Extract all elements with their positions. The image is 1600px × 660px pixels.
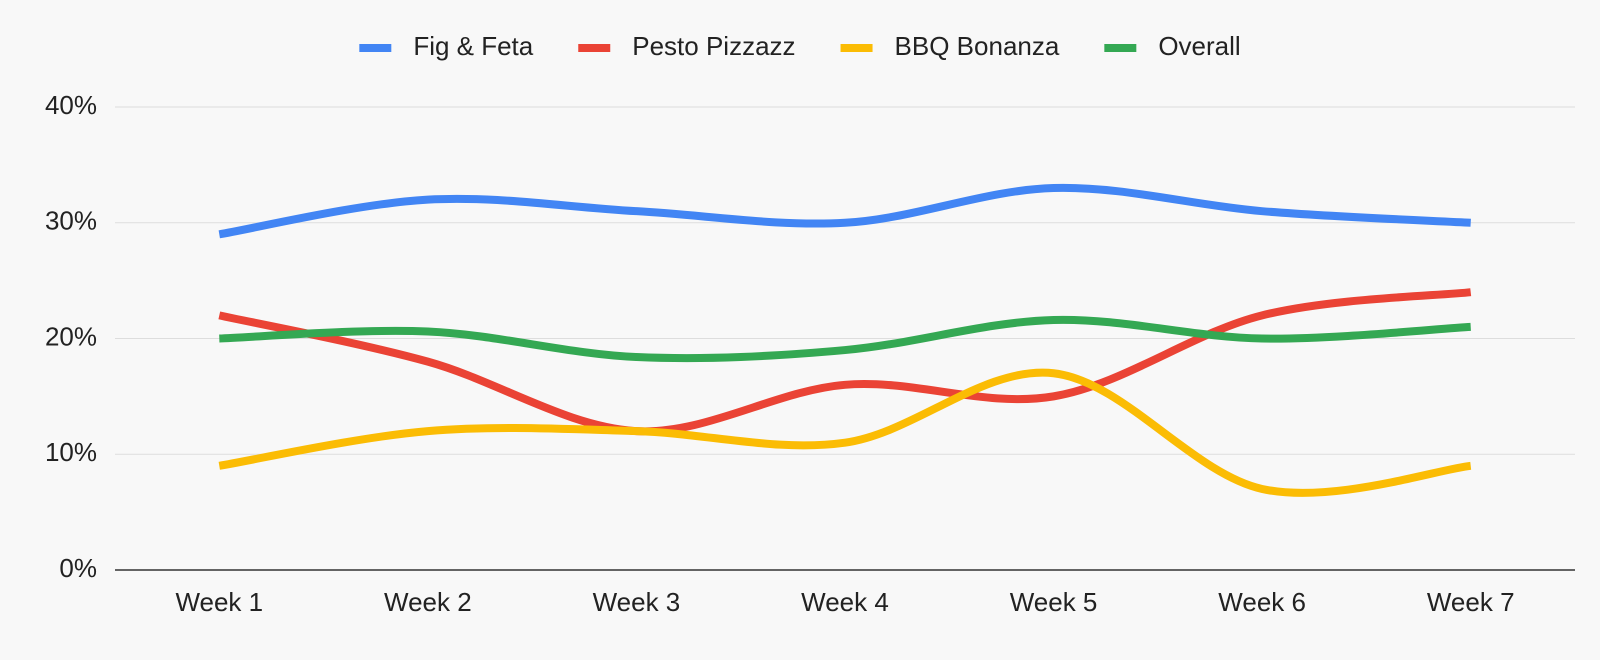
y-tick-label: 20% <box>45 321 97 351</box>
x-tick-label: Week 1 <box>175 587 263 617</box>
y-tick-label: 10% <box>45 437 97 467</box>
series-line <box>218 288 1472 436</box>
legend-label: BBQ Bonanza <box>895 31 1060 61</box>
x-tick-label: Week 3 <box>593 587 681 617</box>
legend-label: Fig & Feta <box>413 31 533 61</box>
x-tick-label: Week 5 <box>1010 587 1098 617</box>
x-tick-label: Week 6 <box>1218 587 1306 617</box>
legend-label: Overall <box>1158 31 1240 61</box>
series-line <box>219 315 1471 363</box>
x-tick-label: Week 7 <box>1427 587 1515 617</box>
x-tick-label: Week 2 <box>384 587 472 617</box>
series-line <box>218 368 1472 497</box>
series-line <box>218 183 1471 239</box>
y-tick-label: 40% <box>45 90 97 120</box>
legend-label: Pesto Pizzazz <box>632 31 795 61</box>
x-tick-label: Week 4 <box>801 587 889 617</box>
y-tick-label: 30% <box>45 206 97 236</box>
y-tick-label: 0% <box>59 553 97 583</box>
